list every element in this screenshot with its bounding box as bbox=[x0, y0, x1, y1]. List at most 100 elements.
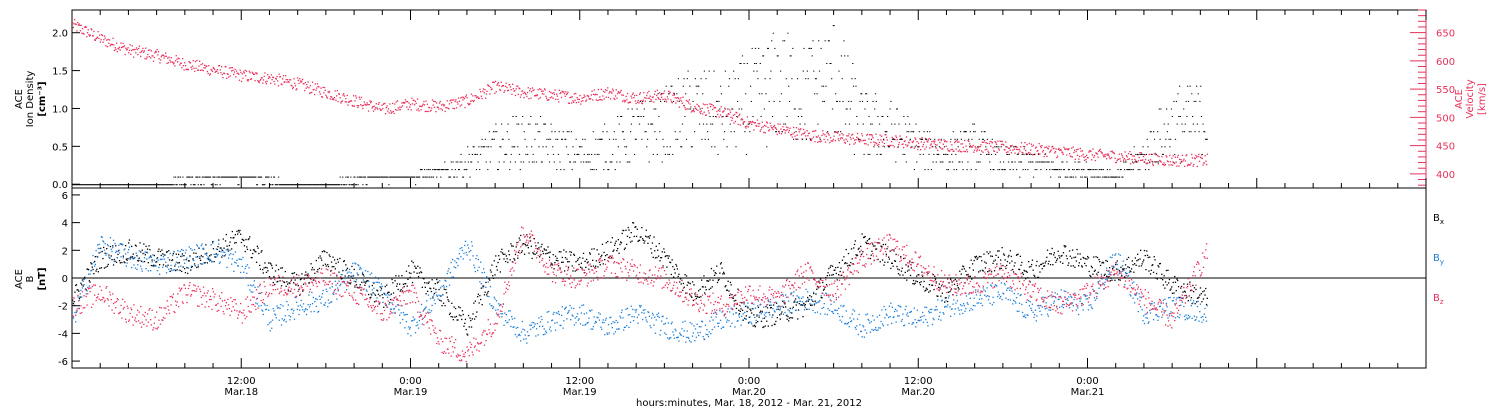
bx-point bbox=[237, 229, 240, 232]
ion-density-point bbox=[1050, 161, 1053, 163]
bx-point bbox=[222, 238, 224, 240]
ion-density-point bbox=[674, 131, 676, 133]
velocity-point bbox=[404, 102, 406, 104]
by-point bbox=[309, 303, 311, 306]
ion-density-point bbox=[1083, 169, 1085, 171]
ion-density-point bbox=[853, 153, 855, 155]
velocity-point bbox=[816, 136, 818, 138]
ion-density-point bbox=[394, 176, 396, 178]
ion-density-point bbox=[866, 100, 868, 102]
velocity-point bbox=[585, 99, 588, 101]
ion-density-point bbox=[355, 184, 357, 186]
ion-density-point bbox=[1033, 153, 1035, 155]
bx-point bbox=[702, 286, 704, 288]
bx-point bbox=[452, 319, 454, 321]
ion-density-point bbox=[1093, 176, 1095, 178]
ion-density-point bbox=[172, 184, 174, 186]
velocity-point bbox=[802, 133, 804, 135]
velocity-point bbox=[606, 89, 608, 92]
velocity-point bbox=[1015, 148, 1018, 150]
bx-point bbox=[340, 278, 342, 280]
velocity-point bbox=[392, 102, 394, 105]
ion-density-point bbox=[951, 161, 954, 163]
bx-point bbox=[252, 252, 254, 255]
by-point bbox=[391, 302, 393, 304]
velocity-point bbox=[296, 88, 298, 90]
ion-density-point bbox=[244, 176, 246, 178]
ion-density-point bbox=[1105, 176, 1107, 178]
ion-density-point bbox=[469, 176, 471, 178]
velocity-point bbox=[208, 65, 210, 67]
bx-point bbox=[945, 297, 947, 299]
ion-density-point bbox=[870, 138, 872, 140]
velocity-point bbox=[188, 61, 190, 63]
bx-point bbox=[1203, 290, 1205, 292]
velocity-point bbox=[935, 147, 937, 149]
bx-point bbox=[268, 262, 270, 264]
bx-point bbox=[798, 303, 800, 305]
ion-density-point bbox=[1163, 123, 1165, 125]
bx-point bbox=[628, 229, 630, 231]
by-point bbox=[222, 251, 224, 253]
ion-density-point bbox=[128, 184, 130, 186]
velocity-point bbox=[924, 148, 926, 150]
ion-density-point bbox=[784, 123, 787, 125]
by-point bbox=[159, 273, 161, 275]
bx-point bbox=[520, 251, 523, 254]
velocity-point bbox=[515, 88, 517, 90]
by-point bbox=[127, 251, 129, 254]
ion-density-point bbox=[1162, 153, 1164, 155]
bx-point bbox=[815, 293, 817, 295]
ion-density-point bbox=[913, 131, 915, 133]
bx-point bbox=[283, 281, 286, 284]
ion-density-point bbox=[472, 146, 474, 148]
ion-density-point bbox=[734, 78, 736, 80]
bx-point bbox=[440, 300, 442, 302]
ion-density-point bbox=[969, 131, 971, 133]
velocity-point bbox=[294, 85, 297, 87]
bx-point bbox=[725, 285, 727, 287]
ion-density-point bbox=[363, 176, 365, 178]
ion-density-point bbox=[83, 184, 85, 186]
ion-density-point bbox=[1188, 131, 1190, 133]
ion-density-point bbox=[710, 123, 712, 125]
bx-point bbox=[255, 261, 258, 263]
velocity-point bbox=[155, 51, 157, 53]
bx-point bbox=[365, 280, 367, 283]
velocity-point bbox=[334, 90, 336, 92]
bx-point bbox=[781, 311, 783, 313]
ion-density-point bbox=[711, 146, 713, 148]
bx-point bbox=[589, 252, 591, 254]
bx-point bbox=[418, 272, 420, 274]
velocity-point bbox=[307, 81, 309, 83]
velocity-point bbox=[876, 142, 878, 144]
velocity-point bbox=[820, 140, 822, 142]
velocity-point bbox=[666, 96, 668, 98]
velocity-point bbox=[658, 92, 661, 94]
ion-density-point bbox=[821, 85, 823, 87]
velocity-point bbox=[635, 102, 637, 105]
bx-point bbox=[671, 259, 673, 261]
velocity-point bbox=[641, 102, 643, 104]
by-point bbox=[321, 293, 324, 295]
velocity-point bbox=[256, 73, 258, 75]
ion-density-point bbox=[1012, 169, 1014, 171]
ion-density-point bbox=[748, 123, 750, 125]
ion-density-point bbox=[707, 138, 709, 140]
velocity-point bbox=[1169, 161, 1172, 163]
velocity-point bbox=[983, 141, 985, 143]
bx-point bbox=[663, 248, 665, 250]
ion-density-point bbox=[506, 131, 508, 133]
velocity-point bbox=[1167, 161, 1169, 163]
bx-point bbox=[1115, 268, 1118, 270]
velocity-point bbox=[332, 97, 334, 100]
ion-density-point bbox=[570, 131, 572, 133]
velocity-point bbox=[336, 90, 338, 92]
bx-point bbox=[813, 304, 816, 306]
ion-density-point bbox=[359, 176, 361, 178]
by-point bbox=[122, 257, 124, 259]
ion-density-point bbox=[452, 161, 454, 163]
ion-density-point bbox=[1088, 169, 1090, 171]
velocity-point bbox=[292, 86, 294, 88]
bx-point bbox=[1029, 281, 1031, 283]
